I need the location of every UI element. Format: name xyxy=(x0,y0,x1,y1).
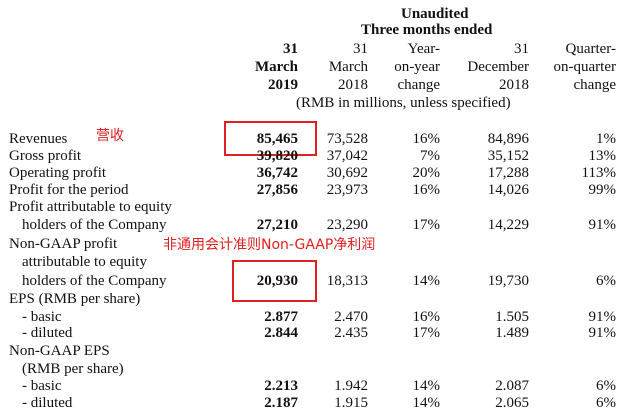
cell-qoq: 113% xyxy=(581,165,616,181)
cell-dec2018: 35,152 xyxy=(487,148,529,164)
header-col2-day: 31 xyxy=(353,41,368,57)
cell-yoy: 16% xyxy=(412,131,441,147)
cell-2018: 2.435 xyxy=(334,325,368,341)
row-label: - basic xyxy=(22,378,62,394)
cell-dec2018: 14,229 xyxy=(487,217,529,233)
header-units: (RMB in millions, unless specified) xyxy=(296,95,511,111)
row-label-line2: holders of the Company xyxy=(22,217,167,233)
header-period: Three months ended xyxy=(361,22,493,38)
row-label: Operating profit xyxy=(9,165,107,181)
cell-2018: 18,313 xyxy=(326,273,368,289)
row-label: - basic xyxy=(22,309,62,325)
cell-dec2018: 2.087 xyxy=(495,378,529,394)
cell-dec2018: 1.505 xyxy=(495,309,529,325)
annotation-nongaap: 非通用会计准则Non-GAAP净利润 xyxy=(163,237,376,253)
header-col4-day: 31 xyxy=(514,41,529,57)
cell-yoy: 16% xyxy=(412,182,441,198)
cell-qoq: 6% xyxy=(596,378,616,394)
header-col5-line1: Quarter- xyxy=(565,41,616,57)
cell-2018: 1.942 xyxy=(334,378,368,394)
header-col3-line3: change xyxy=(397,77,440,93)
row-label-line2: attributable to equity xyxy=(22,254,147,270)
header-col4-month: December xyxy=(467,59,529,75)
row-label-line3: holders of the Company xyxy=(22,273,167,289)
cell-2018: 30,692 xyxy=(326,165,368,181)
cell-qoq: 99% xyxy=(588,182,617,198)
cell-qoq: 91% xyxy=(588,217,617,233)
cell-2018: 37,042 xyxy=(326,148,368,164)
cell-yoy: 14% xyxy=(412,378,441,394)
cell-dec2018: 19,730 xyxy=(487,273,529,289)
cell-yoy: 14% xyxy=(412,273,441,289)
header-col1-month: March xyxy=(254,59,298,75)
header-unaudited: Unaudited xyxy=(401,6,469,22)
annotation-revenues: 营收 xyxy=(96,128,124,144)
header-col5-line2: on-quarter xyxy=(553,59,616,75)
row-label: Gross profit xyxy=(9,148,82,164)
cell-yoy: 14% xyxy=(412,395,441,411)
row-label: Non-GAAP EPS xyxy=(9,343,110,359)
cell-dec2018: 84,896 xyxy=(487,131,529,147)
row-label: - diluted xyxy=(22,395,73,411)
header-col1-day: 31 xyxy=(283,41,298,57)
cell-qoq: 6% xyxy=(596,395,616,411)
cell-yoy: 17% xyxy=(412,217,441,233)
cell-qoq: 6% xyxy=(596,273,616,289)
cell-2019: 36,742 xyxy=(256,165,298,181)
highlight-box-revenues xyxy=(224,121,317,156)
cell-2019: 2.213 xyxy=(264,378,298,394)
cell-qoq: 91% xyxy=(588,309,617,325)
cell-yoy: 17% xyxy=(412,325,441,341)
header-col3-line1: Year- xyxy=(407,41,440,57)
row-label: Non-GAAP profit xyxy=(9,236,118,252)
cell-2019: 2.877 xyxy=(264,309,298,325)
cell-2018: 23,290 xyxy=(326,217,368,233)
cell-2019: 39,820 xyxy=(256,148,298,164)
cell-2018: 1.915 xyxy=(334,395,368,411)
header-col3-line2: on-year xyxy=(394,59,440,75)
cell-qoq: 91% xyxy=(588,325,617,341)
cell-qoq: 1% xyxy=(596,131,616,147)
row-label-line2: (RMB per share) xyxy=(22,361,124,377)
cell-2018: 2.470 xyxy=(334,309,368,325)
row-label: - diluted xyxy=(22,325,73,341)
cell-2018: 23,973 xyxy=(326,182,368,198)
row-label: Profit for the period xyxy=(9,182,129,198)
header-col1-year: 2019 xyxy=(268,77,298,93)
header-col2-month: March xyxy=(328,59,368,75)
header-col2-year: 2018 xyxy=(338,77,368,93)
cell-2019: 85,465 xyxy=(256,131,298,147)
row-label: Revenues xyxy=(9,131,68,147)
cell-yoy: 7% xyxy=(420,148,440,164)
cell-yoy: 20% xyxy=(412,165,441,181)
header-col4-year: 2018 xyxy=(499,77,529,93)
cell-dec2018: 1.489 xyxy=(495,325,529,341)
highlight-box-nongaap xyxy=(232,260,317,302)
cell-2019: 20,930 xyxy=(256,273,298,289)
row-label: EPS (RMB per share) xyxy=(9,291,141,307)
cell-2019: 2.187 xyxy=(264,395,298,411)
cell-2019: 2.844 xyxy=(264,325,298,341)
cell-yoy: 16% xyxy=(412,309,441,325)
row-label: Profit attributable to equity xyxy=(9,199,172,215)
header-col5-line3: change xyxy=(573,77,616,93)
cell-2019: 27,856 xyxy=(256,182,298,198)
cell-dec2018: 14,026 xyxy=(487,182,529,198)
cell-qoq: 13% xyxy=(588,148,617,164)
cell-2019: 27,210 xyxy=(256,217,298,233)
cell-dec2018: 17,288 xyxy=(487,165,529,181)
cell-2018: 73,528 xyxy=(326,131,368,147)
cell-dec2018: 2.065 xyxy=(495,395,529,411)
